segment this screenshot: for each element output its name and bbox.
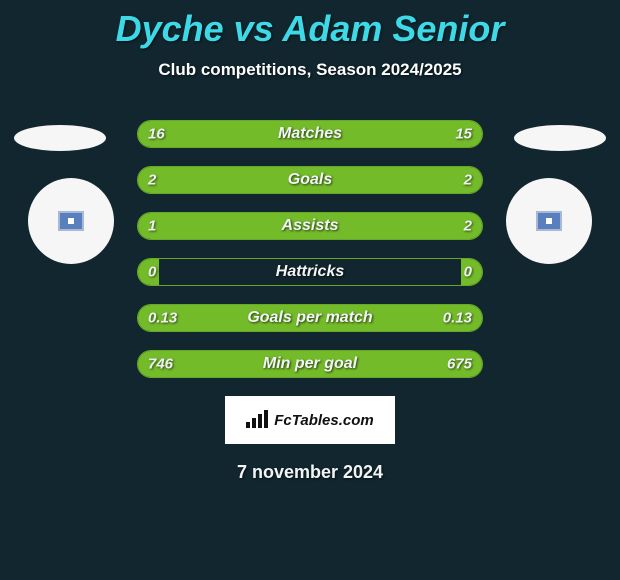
stat-label: Assists xyxy=(282,217,339,235)
brand-badge: FcTables.com xyxy=(225,396,395,444)
stat-row: 1 2 Assists xyxy=(137,212,483,240)
page-subtitle: Club competitions, Season 2024/2025 xyxy=(0,60,620,80)
stat-row: 16 15 Matches xyxy=(137,120,483,148)
stat-label: Min per goal xyxy=(263,355,357,373)
bars-logo-icon xyxy=(246,412,268,428)
stat-label: Goals per match xyxy=(247,309,372,327)
stat-value-left: 0 xyxy=(148,264,156,281)
stat-label: Hattricks xyxy=(276,263,344,281)
stat-fill-right xyxy=(310,167,482,193)
stat-row: 0 0 Hattricks xyxy=(137,258,483,286)
stat-row: 0.13 0.13 Goals per match xyxy=(137,304,483,332)
brand-text: FcTables.com xyxy=(274,412,373,429)
stat-value-left: 16 xyxy=(148,126,165,143)
stat-row: 746 675 Min per goal xyxy=(137,350,483,378)
stat-row: 2 2 Goals xyxy=(137,166,483,194)
stat-value-right: 675 xyxy=(447,356,472,373)
stat-value-right: 0 xyxy=(464,264,472,281)
stat-value-left: 1 xyxy=(148,218,156,235)
stat-label: Matches xyxy=(278,125,342,143)
stat-value-right: 2 xyxy=(464,172,472,189)
date-text: 7 november 2024 xyxy=(0,462,620,483)
stat-value-left: 0.13 xyxy=(148,310,177,327)
page-title: Dyche vs Adam Senior xyxy=(0,0,620,50)
stat-fill-left xyxy=(138,167,310,193)
stat-value-left: 2 xyxy=(148,172,156,189)
stat-value-left: 746 xyxy=(148,356,173,373)
stat-value-right: 0.13 xyxy=(443,310,472,327)
stat-value-right: 2 xyxy=(464,218,472,235)
stat-label: Goals xyxy=(288,171,332,189)
comparison-bars: 16 15 Matches 2 2 Goals 1 2 Assists 0 0 Hattricks 0.… xyxy=(0,120,620,483)
stat-value-right: 15 xyxy=(455,126,472,143)
